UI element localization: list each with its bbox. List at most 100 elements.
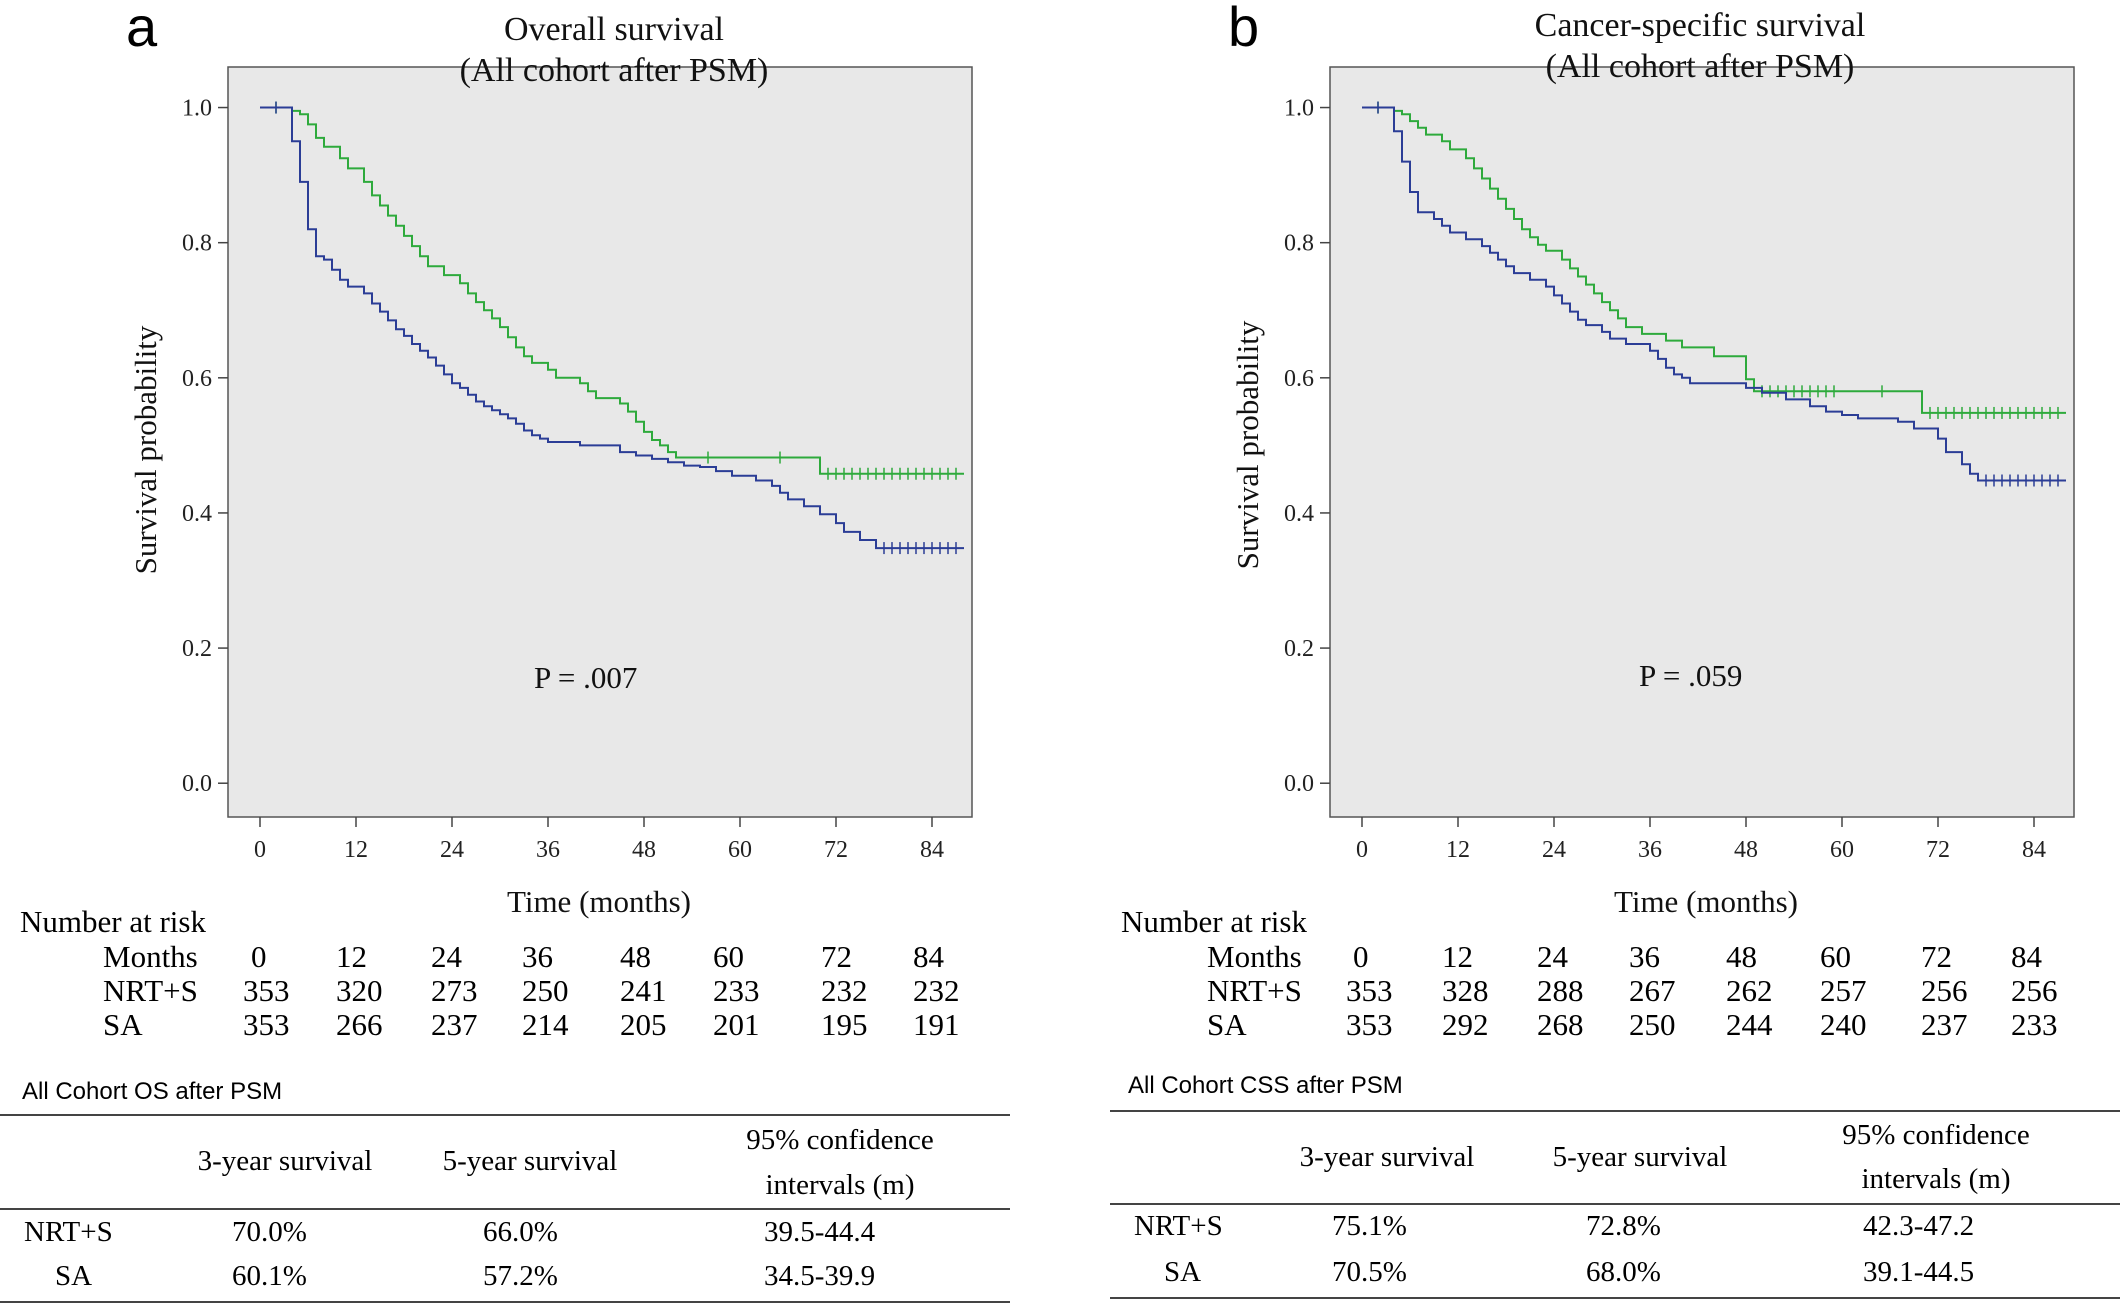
header-5-year-survival: 5-year survival — [442, 1145, 618, 1177]
risk-cell: 60 — [713, 939, 744, 974]
panel-b: b Cancer-specific survival (All cohort a… — [1102, 0, 2128, 1307]
risk-cell: 12 — [1442, 939, 1473, 974]
x-axis-title: Time (months) — [1614, 884, 1798, 919]
cell-value: 66.0% — [483, 1216, 558, 1248]
header-95-ci-line1: 95% confidence — [746, 1124, 934, 1156]
risk-row-label-nrt-s: NRT+S — [103, 973, 198, 1008]
header-5-year-survival: 5-year survival — [1552, 1141, 1728, 1173]
table-rule-header — [0, 1208, 1010, 1210]
plot-area — [1329, 66, 2075, 818]
risk-row-label-nrt-s: NRT+S — [1207, 973, 1302, 1008]
risk-cell: 60 — [1820, 939, 1851, 974]
x-tick-label: 48 — [632, 837, 656, 863]
risk-cell: 24 — [1537, 939, 1568, 974]
risk-cell: 191 — [913, 1007, 960, 1042]
risk-cell: 353 — [1346, 973, 1393, 1008]
risk-cell: 250 — [522, 973, 569, 1008]
header-95-ci-line1: 95% confidence — [1842, 1119, 2030, 1151]
sa-survival-line — [1362, 106, 2066, 482]
panel-a: a Overall survival (All cohort after PSM… — [0, 0, 1010, 1303]
risk-cell: 205 — [620, 1007, 667, 1042]
panel-label-b: b — [1228, 0, 1260, 58]
cell-value: 75.1% — [1332, 1210, 1407, 1242]
km-chart-overall-survival: Overall survival (All cohort after PSM) … — [128, 11, 973, 919]
risk-cell: 257 — [1820, 973, 1867, 1008]
risk-cell: 36 — [522, 939, 553, 974]
plot-area — [227, 66, 973, 818]
x-tick-label: 60 — [1830, 837, 1854, 863]
x-axis-title: Time (months) — [507, 884, 691, 919]
y-tick-label: 0.4 — [182, 501, 212, 527]
y-tick-label: 0.6 — [1284, 366, 1314, 392]
x-tick-label: 12 — [1446, 837, 1470, 863]
risk-cell: 214 — [522, 1007, 569, 1042]
table-rule-header — [1110, 1203, 2120, 1205]
risk-cell: 320 — [336, 973, 383, 1008]
y-tick-label: 0.8 — [182, 231, 212, 257]
y-tick-label: 0.0 — [1284, 771, 1314, 797]
cell-value: 34.5-39.9 — [764, 1260, 876, 1292]
header-3-year-survival: 3-year survival — [197, 1145, 373, 1177]
cell-value: 72.8% — [1586, 1210, 1661, 1242]
cell-value: 60.1% — [232, 1260, 307, 1292]
risk-cell: 36 — [1629, 939, 1660, 974]
cell-value: 42.3-47.2 — [1863, 1210, 1975, 1242]
y-tick-label: 0.8 — [1284, 231, 1314, 257]
risk-cell: 0 — [251, 939, 267, 974]
cell-value: 39.1-44.5 — [1863, 1256, 1975, 1288]
risk-cell: 233 — [2011, 1007, 2058, 1042]
risk-row-label-months: Months — [103, 939, 198, 974]
risk-cell: 48 — [620, 939, 651, 974]
risk-cell: 353 — [1346, 1007, 1393, 1042]
risk-cell: 353 — [243, 973, 290, 1008]
x-tick-label: 36 — [536, 837, 560, 863]
y-tick-label: 0.0 — [182, 771, 212, 797]
risk-cell: 237 — [431, 1007, 478, 1042]
risk-cell: 12 — [336, 939, 367, 974]
x-tick-label: 60 — [728, 837, 752, 863]
risk-cell: 232 — [821, 973, 868, 1008]
row-label-nrt-s: NRT+S — [1134, 1210, 1223, 1242]
risk-cell: 262 — [1726, 973, 1773, 1008]
cell-value: 70.0% — [232, 1216, 307, 1248]
risk-cell: 72 — [1921, 939, 1952, 974]
x-tick-label: 36 — [1638, 837, 1662, 863]
risk-cell: 195 — [821, 1007, 868, 1042]
x-tick-label: 48 — [1734, 837, 1758, 863]
header-95-ci-line2: intervals (m) — [1861, 1163, 2011, 1195]
table-rule-top — [1110, 1110, 2120, 1112]
risk-row-label-sa: SA — [1207, 1007, 1247, 1042]
risk-cell: 84 — [913, 939, 944, 974]
risk-cell: 256 — [2011, 973, 2058, 1008]
y-axis-title: Survival probability — [1230, 320, 1265, 569]
p-value-annotation: P = .007 — [534, 660, 637, 695]
nrt-s-survival-line — [1362, 106, 2066, 414]
x-tick-label: 12 — [344, 837, 368, 863]
risk-cell: 237 — [1921, 1007, 1968, 1042]
risk-cell: 273 — [431, 973, 478, 1008]
y-tick-label: 1.0 — [1284, 96, 1314, 122]
risk-cell: 353 — [243, 1007, 290, 1042]
p-value-annotation: P = .059 — [1639, 658, 1742, 693]
risk-row-label-months: Months — [1207, 939, 1302, 974]
risk-cell: 244 — [1726, 1007, 1773, 1042]
x-tick-label: 24 — [440, 837, 464, 863]
risk-cell: 267 — [1629, 973, 1676, 1008]
risk-cell: 292 — [1442, 1007, 1489, 1042]
y-tick-label: 1.0 — [182, 96, 212, 122]
nrt-s-survival-line — [260, 106, 964, 475]
risk-cell: 201 — [713, 1007, 760, 1042]
risk-cell: 241 — [620, 973, 667, 1008]
risk-cell: 72 — [821, 939, 852, 974]
risk-row-label-sa: SA — [103, 1007, 143, 1042]
axis-ticks: 0 12 24 36 48 60 72 84 0.0 0.2 0.4 0.6 0.8 1.0 — [182, 96, 944, 863]
cell-value: 57.2% — [483, 1260, 558, 1292]
y-tick-label: 0.2 — [182, 636, 212, 662]
x-tick-label: 84 — [2022, 837, 2046, 863]
sa-survival-line — [260, 106, 964, 550]
series-lines — [260, 101, 964, 555]
x-tick-label: 0 — [1356, 837, 1368, 863]
axis-ticks: 0 12 24 36 48 60 72 84 0.0 0.2 0.4 0.6 0.8 1.0 — [1284, 96, 2046, 863]
header-95-ci-line2: intervals (m) — [765, 1169, 915, 1201]
risk-cell: 0 — [1353, 939, 1369, 974]
